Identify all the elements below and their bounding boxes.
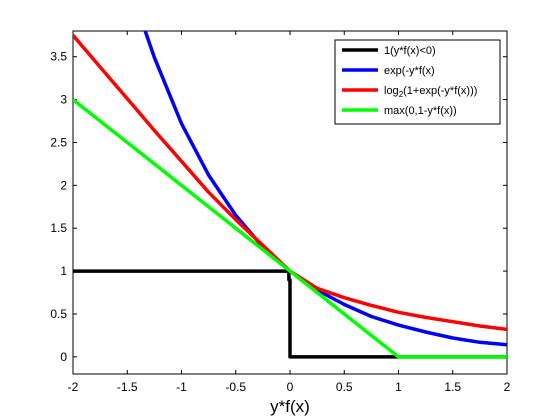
- y-tick-label: 2.5: [50, 135, 67, 149]
- series-line-max-0-1-y-f-x: [73, 98, 507, 359]
- x-tick-label: 1: [395, 380, 402, 394]
- series-line-1-y-f-x-0: [73, 269, 507, 359]
- axis-ticks: -2 -1.5 -1 -0.5 0 0.5 1 1.5 2 0 0.5 1 1.5 2 2.5 3 3.5: [50, 31, 511, 394]
- legend-label: log2(1+exp(-y*f(x))): [384, 85, 477, 99]
- legend-label: exp(-y*f(x): [384, 65, 435, 77]
- legend: 1(y*f(x)<0) exp(-y*f(x) log2(1+exp(-y*f(x)…: [334, 39, 501, 125]
- series-layer: [73, 31, 507, 359]
- x-tick-label: 0: [287, 380, 294, 394]
- x-tick-label: -2: [68, 380, 79, 394]
- y-tick-label: 1.5: [50, 221, 67, 235]
- y-tick-label: 0: [60, 350, 67, 364]
- legend-label: max(0,1-y*f(x)): [384, 105, 457, 117]
- x-tick-label: -1: [176, 380, 187, 394]
- x-tick-label: -1.5: [117, 380, 138, 394]
- y-tick-label: 0.5: [50, 307, 67, 321]
- y-tick-label: 3: [60, 93, 67, 107]
- x-tick-label: -0.5: [225, 380, 246, 394]
- y-tick-label: 2: [60, 178, 67, 192]
- x-tick-label: 1.5: [444, 380, 461, 394]
- y-tick-label: 3.5: [50, 50, 67, 64]
- x-axis-title: y*f(x): [270, 397, 310, 416]
- x-tick-label: 2: [504, 380, 511, 394]
- legend-label: 1(y*f(x)<0): [384, 45, 436, 57]
- y-tick-label: 1: [60, 264, 67, 278]
- x-tick-label: 0.5: [336, 380, 353, 394]
